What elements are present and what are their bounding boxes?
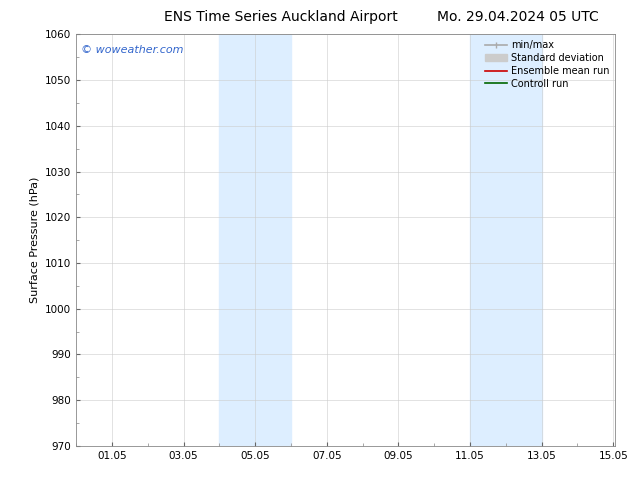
Text: ENS Time Series Auckland Airport: ENS Time Series Auckland Airport xyxy=(164,10,398,24)
Text: © woweather.com: © woweather.com xyxy=(81,45,184,54)
Text: Mo. 29.04.2024 05 UTC: Mo. 29.04.2024 05 UTC xyxy=(437,10,599,24)
Bar xyxy=(470,34,541,446)
Legend: min/max, Standard deviation, Ensemble mean run, Controll run: min/max, Standard deviation, Ensemble me… xyxy=(481,36,613,93)
Bar xyxy=(219,34,291,446)
Y-axis label: Surface Pressure (hPa): Surface Pressure (hPa) xyxy=(29,177,39,303)
